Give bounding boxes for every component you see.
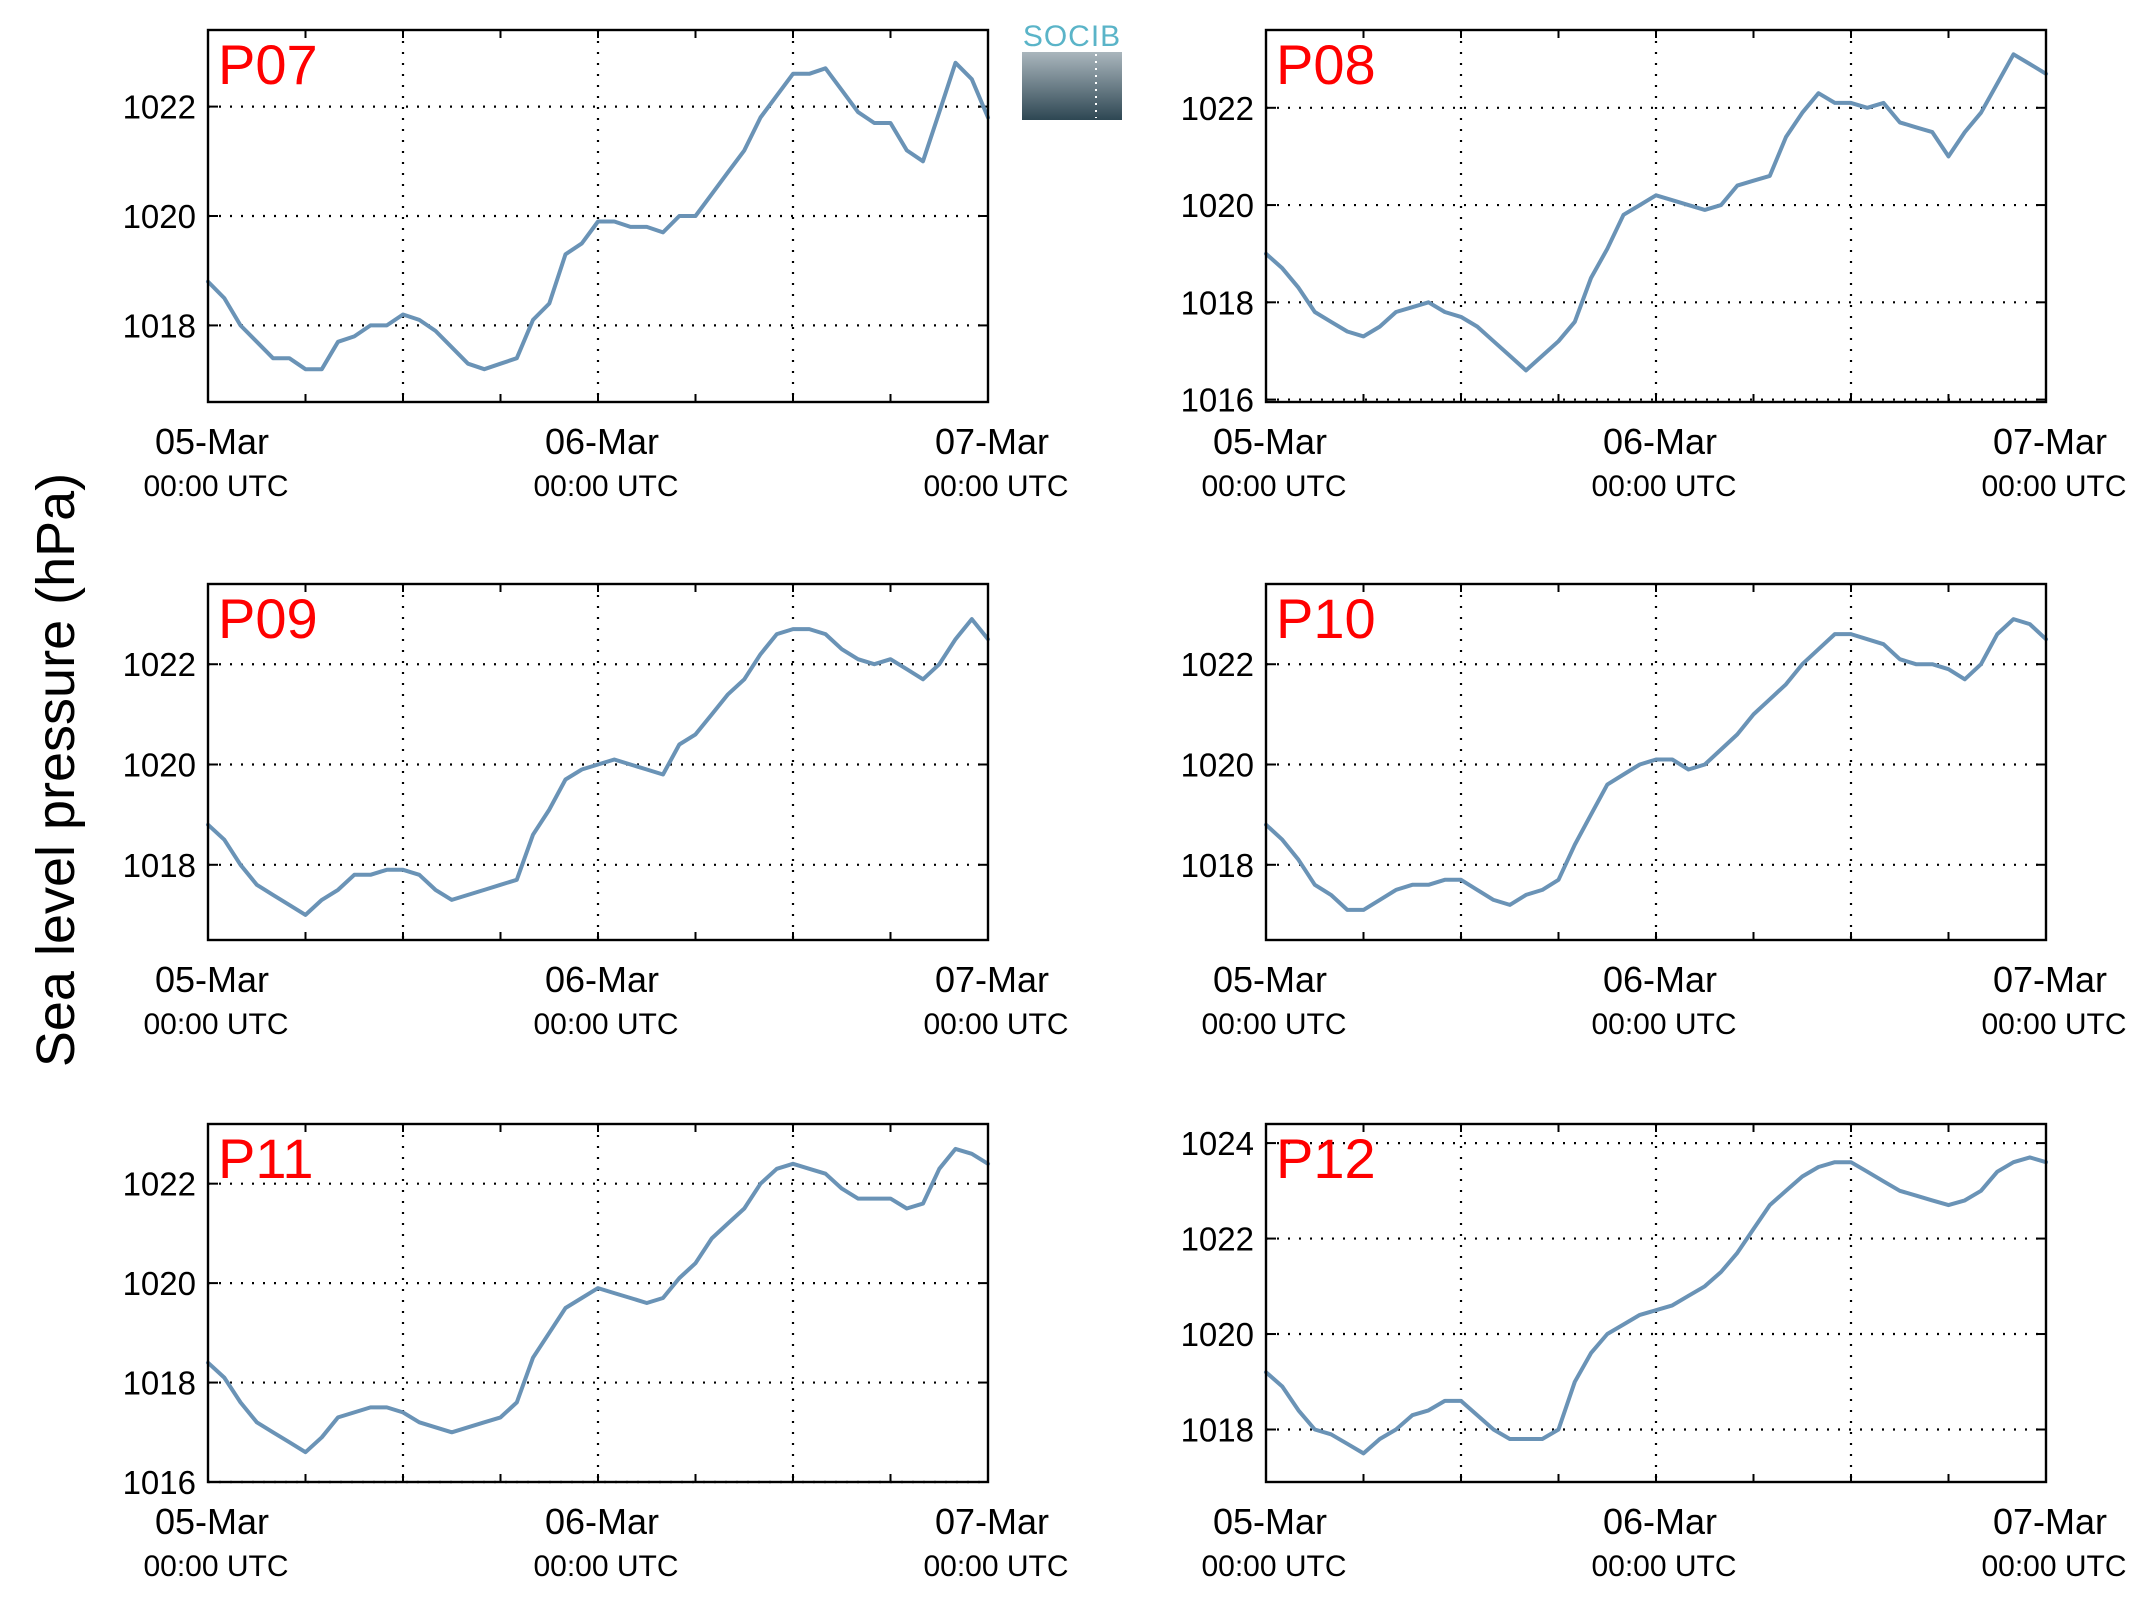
x-tick-time-label: 00:00 UTC — [923, 1550, 1068, 1583]
panel-title: P09 — [218, 587, 318, 650]
x-tick-date-label: 07-Mar — [1993, 421, 2107, 462]
chart-panel-p11: 1016 1018 1020 1022 P11 05-Mar 00:00 UTC 06-Mar… — [123, 1122, 1069, 1583]
x-tick-time-label: 00:00 UTC — [533, 1008, 678, 1041]
panel-title: P10 — [1276, 587, 1376, 650]
y-tick-label: 1020 — [1181, 187, 1254, 224]
x-tick-time-label: 00:00 UTC — [1981, 470, 2126, 503]
chart-panel-p09: 1018 1020 1022 P09 05-Mar 00:00 UTC 06-Mar 00:0… — [123, 582, 1069, 1041]
x-tick-date-label: 07-Mar — [935, 421, 1049, 462]
y-tick-label: 1018 — [1181, 1411, 1254, 1448]
y-tick-label: 1016 — [123, 1464, 196, 1501]
pressure-series-line — [206, 60, 990, 372]
x-tick-date-label: 05-Mar — [1213, 959, 1327, 1000]
panel-title: P08 — [1276, 33, 1376, 96]
axes-frame — [1264, 28, 2048, 404]
x-tick-time-label: 00:00 UTC — [143, 470, 288, 503]
x-tick-date-label: 05-Mar — [155, 421, 269, 462]
x-tick-date-label: 06-Mar — [545, 421, 659, 462]
y-tick-label: 1018 — [1181, 847, 1254, 884]
axes-frame — [1264, 1122, 2048, 1484]
chart-panel-p07: 1018 1020 1022 P07 05-Mar 00:00 UTC 06-Mar 00:0… — [123, 28, 1069, 503]
y-axis-label: Sea level pressure (hPa) — [26, 473, 86, 1067]
x-tick-date-label: 06-Mar — [545, 1501, 659, 1542]
y-tick-label: 1022 — [1181, 90, 1254, 127]
x-tick-date-label: 05-Mar — [1213, 421, 1327, 462]
pressure-series-line — [206, 1146, 990, 1455]
x-tick-date-label: 06-Mar — [1603, 421, 1717, 462]
x-tick-date-label: 06-Mar — [1603, 959, 1717, 1000]
x-tick-time-label: 00:00 UTC — [533, 470, 678, 503]
x-tick-time-label: 00:00 UTC — [1201, 1550, 1346, 1583]
y-tick-label: 1018 — [123, 847, 196, 884]
y-tick-label: 1022 — [123, 89, 196, 126]
x-tick-date-label: 06-Mar — [1603, 1501, 1717, 1542]
x-tick-date-label: 06-Mar — [545, 959, 659, 1000]
logo-text: SOCIB — [1023, 20, 1121, 53]
y-tick-label: 1024 — [1181, 1125, 1254, 1162]
x-tick-time-label: 00:00 UTC — [143, 1008, 288, 1041]
x-tick-time-label: 00:00 UTC — [1201, 1008, 1346, 1041]
y-tick-label: 1022 — [1181, 1221, 1254, 1258]
y-tick-label: 1020 — [123, 747, 196, 784]
panel-title: P12 — [1276, 1127, 1376, 1190]
pressure-series-line — [1264, 617, 2048, 912]
x-tick-date-label: 05-Mar — [155, 1501, 269, 1542]
axes-frame — [206, 28, 990, 404]
socib-logo: SOCIB — [1022, 20, 1122, 120]
y-tick-label: 1020 — [1181, 1316, 1254, 1353]
panels: 1018 1020 1022 P07 05-Mar 00:00 UTC 06-Mar 00:0… — [123, 28, 2127, 1583]
y-tick-label: 1022 — [123, 1166, 196, 1203]
x-tick-date-label: 05-Mar — [1213, 1501, 1327, 1542]
x-tick-time-label: 00:00 UTC — [1591, 1550, 1736, 1583]
x-tick-date-label: 07-Mar — [1993, 1501, 2107, 1542]
y-tick-label: 1020 — [123, 1265, 196, 1302]
axes-frame — [1264, 582, 2048, 942]
x-tick-time-label: 00:00 UTC — [533, 1550, 678, 1583]
chart-panel-p08: 1016 1018 1020 1022 P08 05-Mar 00:00 UTC 06-Mar… — [1181, 28, 2127, 503]
panel-title: P07 — [218, 33, 318, 96]
axes-frame — [206, 1122, 990, 1484]
pressure-series-line — [206, 617, 990, 917]
axes-frame — [206, 582, 990, 942]
chart-panel-p10: 1018 1020 1022 P10 05-Mar 00:00 UTC 06-Mar 00:0… — [1181, 582, 2127, 1041]
y-tick-label: 1022 — [1181, 646, 1254, 683]
y-tick-label: 1020 — [123, 198, 196, 235]
x-tick-date-label: 07-Mar — [935, 1501, 1049, 1542]
x-tick-time-label: 00:00 UTC — [923, 1008, 1068, 1041]
x-tick-time-label: 00:00 UTC — [1981, 1008, 2126, 1041]
x-tick-time-label: 00:00 UTC — [923, 470, 1068, 503]
x-tick-time-label: 00:00 UTC — [1591, 470, 1736, 503]
chart-panel-p12: 1018 1020 1022 1024 P12 05-Mar 00:00 UTC 06-Mar… — [1181, 1122, 2127, 1583]
y-tick-label: 1016 — [1181, 382, 1254, 419]
y-tick-label: 1018 — [123, 307, 196, 344]
x-tick-date-label: 07-Mar — [935, 959, 1049, 1000]
pressure-series-line — [1264, 1155, 2048, 1456]
pressure-series-line — [1264, 52, 2048, 373]
y-tick-label: 1020 — [1181, 747, 1254, 784]
x-tick-time-label: 00:00 UTC — [1981, 1550, 2126, 1583]
x-tick-time-label: 00:00 UTC — [143, 1550, 288, 1583]
x-tick-date-label: 07-Mar — [1993, 959, 2107, 1000]
y-tick-label: 1018 — [1181, 284, 1254, 321]
y-tick-label: 1018 — [123, 1365, 196, 1402]
x-tick-time-label: 00:00 UTC — [1591, 1008, 1736, 1041]
y-tick-label: 1022 — [123, 646, 196, 683]
x-tick-time-label: 00:00 UTC — [1201, 470, 1346, 503]
panel-title: P11 — [218, 1127, 313, 1190]
logo-gradient-box — [1022, 52, 1122, 120]
x-tick-date-label: 05-Mar — [155, 959, 269, 1000]
